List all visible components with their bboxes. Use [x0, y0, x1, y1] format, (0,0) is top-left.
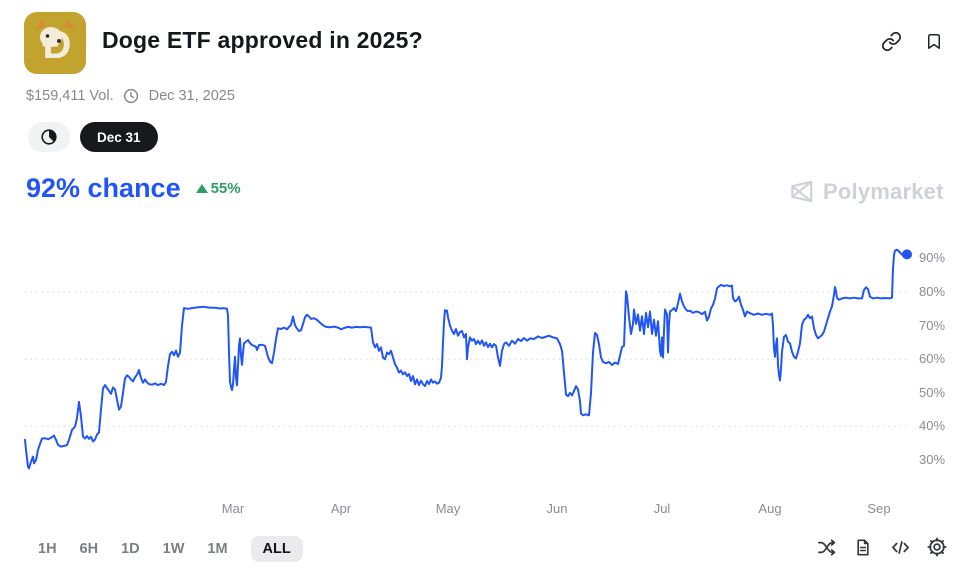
- x-tick-jul: Jul: [653, 501, 671, 516]
- timeframe-6h[interactable]: 6H: [79, 541, 99, 557]
- watermark-text: Polymarket: [823, 178, 944, 204]
- timeframe-selector: 1H 6H 1D 1W 1M ALL: [38, 534, 303, 564]
- y-tick-40: 40%: [919, 418, 946, 433]
- y-tick-30: 30%: [919, 452, 946, 467]
- x-tick-sep: Sep: [867, 501, 891, 516]
- y-tick-50: 50%: [919, 385, 946, 400]
- header-actions: [880, 30, 945, 52]
- x-tick-jun: Jun: [546, 501, 568, 516]
- market-meta: $159,411 Vol. Dec 31, 2025: [26, 87, 235, 104]
- pie-clock-icon: [40, 128, 58, 146]
- code-icon[interactable]: [890, 537, 910, 557]
- chance-change: 55%: [195, 180, 241, 197]
- y-tick-70: 70%: [919, 318, 946, 333]
- gear-icon[interactable]: [927, 537, 947, 557]
- latest-point-dot: [902, 249, 912, 260]
- page-title: Doge ETF approved in 2025?: [102, 27, 423, 53]
- chance-value: 92% chance: [26, 173, 181, 203]
- y-tick-90: 90%: [919, 250, 946, 265]
- probability-row: 92% chance 55%: [26, 173, 241, 204]
- price-line: [24, 248, 908, 470]
- svg-text:Đ: Đ: [43, 23, 72, 67]
- volume-label: $159,411 Vol.: [26, 87, 114, 104]
- timeframe-1w[interactable]: 1W: [162, 541, 185, 557]
- end-date-label: Dec 31, 2025: [148, 87, 235, 104]
- y-tick-80: 80%: [919, 284, 946, 299]
- timer-chip[interactable]: [28, 122, 70, 152]
- x-tick-aug: Aug: [758, 501, 782, 516]
- y-tick-60: 60%: [919, 351, 946, 366]
- outcome-chip[interactable]: Dec 31: [80, 122, 158, 152]
- timeframe-1m[interactable]: 1M: [207, 541, 228, 557]
- dogecoin-icon: Đ: [24, 12, 86, 74]
- timeframe-all[interactable]: ALL: [250, 536, 303, 562]
- clock-icon: [123, 87, 140, 104]
- document-icon[interactable]: [853, 537, 873, 557]
- up-arrow-icon: [195, 183, 208, 193]
- x-tick-may: May: [435, 501, 461, 516]
- polymarket-logo: [788, 178, 815, 205]
- timeframe-1h[interactable]: 1H: [38, 541, 57, 557]
- polymarket-watermark: Polymarket: [788, 178, 944, 205]
- timeframe-1d[interactable]: 1D: [121, 541, 140, 557]
- chip-row: Dec 31: [28, 122, 158, 152]
- bookmark-icon[interactable]: [923, 30, 945, 52]
- chart-actions: [816, 537, 947, 557]
- x-tick-mar: Mar: [221, 501, 245, 516]
- x-tick-apr: Apr: [330, 501, 352, 516]
- shuffle-icon[interactable]: [816, 537, 836, 557]
- change-percent: 55%: [210, 180, 241, 197]
- link-icon[interactable]: [880, 30, 902, 52]
